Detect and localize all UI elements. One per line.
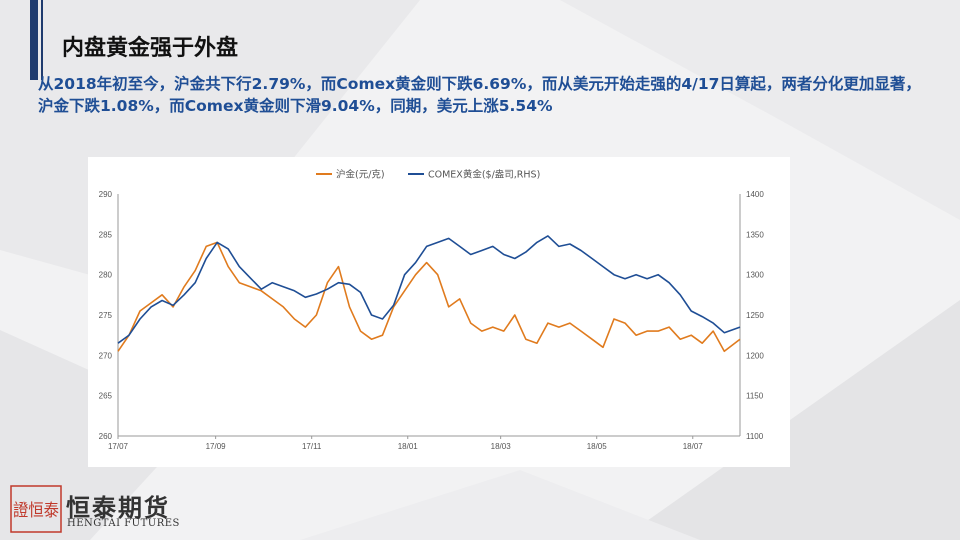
y-left-tick-label: 275 [99, 311, 113, 320]
y-right-tick-label: 1100 [746, 432, 764, 441]
y-left-tick-label: 280 [99, 271, 113, 280]
svg-text:證恒泰: 證恒泰 [13, 501, 59, 521]
brand-name-cn: 恒泰期货 [66, 494, 170, 522]
gold-price-chart: 260 265 270 275 280 285 290 1100 1150 1200 1250 130… [99, 169, 765, 452]
y-right-tick-label: 1200 [746, 351, 764, 360]
slide-subtitle: 从2018年初至今，沪金共下行2.79%，而Comex黄金则下跌6.69%，而从… [38, 75, 921, 115]
legend-label: COMEX黄金($/盎司,RHS) [428, 169, 540, 181]
x-tick-label: 18/01 [398, 442, 419, 451]
y-left-tick-label: 285 [99, 230, 113, 239]
x-tick-label: 18/07 [683, 442, 704, 451]
y-right-tick-label: 1300 [746, 271, 764, 280]
series-line-shfe-gold [117, 241, 741, 353]
accent-bar-thin [41, 0, 43, 80]
y-right-tick-label: 1150 [746, 392, 764, 401]
x-tick-label: 17/09 [206, 442, 227, 451]
x-tick-label: 18/05 [587, 442, 608, 451]
slide-title: 内盘黄金强于外盘 [62, 36, 239, 61]
series-line-comex-gold [117, 235, 741, 344]
y-left-tick-label: 260 [99, 432, 113, 441]
brand-name-en: HENGTAI FUTURES [67, 518, 180, 529]
chart-panel: 260 265 270 275 280 285 290 1100 1150 1200 1250 130… [88, 157, 790, 467]
y-left-tick-label: 290 [99, 190, 113, 199]
accent-bar [30, 0, 38, 80]
y-left-tick-label: 270 [99, 351, 113, 360]
x-tick-label: 17/11 [302, 442, 322, 451]
y-left-tick-label: 265 [99, 392, 113, 401]
y-right-tick-label: 1250 [746, 311, 764, 320]
y-right-tick-label: 1350 [746, 230, 764, 239]
company-logo: 證恒泰 [10, 485, 62, 533]
y-right-tick-label: 1400 [746, 190, 764, 199]
x-tick-label: 18/03 [491, 442, 512, 451]
x-tick-label: 17/07 [108, 442, 129, 451]
legend-label: 沪金(元/克) [336, 169, 385, 181]
